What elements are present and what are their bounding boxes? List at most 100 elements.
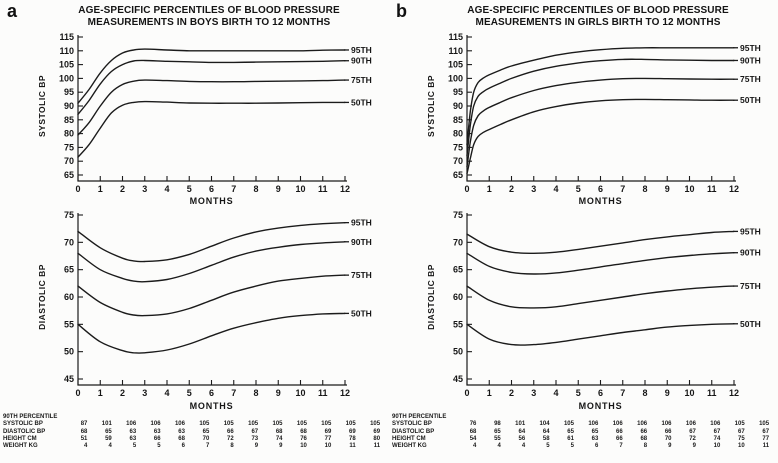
x-tick-label: 1 [487, 184, 492, 194]
y-tick-label: 70 [453, 237, 463, 247]
bp-curve-95th [77, 222, 346, 263]
table-cell: 98 [494, 421, 501, 428]
x-tick-label: 10 [684, 388, 694, 398]
x-tick-label: 8 [253, 388, 258, 398]
table-cell: 67 [251, 428, 259, 435]
table-cell: 56 [518, 435, 526, 442]
table-cell: 77 [762, 435, 770, 442]
table-cell: 74 [713, 435, 721, 442]
percentile-label: 75TH [740, 281, 761, 291]
table-row: HEIGHT CM 51 59 63 66 68 70 72 73 74 76 77 78 80 [3, 436, 389, 443]
table-cell: 70 [664, 435, 672, 442]
x-tick-label: 1 [487, 388, 492, 398]
y-tick-label: 70 [64, 237, 74, 247]
y-tick-label: 75 [64, 210, 74, 220]
bp-curve-75th [77, 79, 346, 136]
bp-curve-50th [466, 98, 735, 175]
table-cell: 106 [126, 421, 137, 428]
table-cell: 63 [129, 428, 137, 435]
percentile-label: 50TH [351, 97, 372, 107]
table-cell: 10 [738, 443, 745, 450]
table-cell: 106 [710, 421, 721, 428]
panel-letter-b: b [396, 1, 407, 21]
table-cell: 10 [324, 443, 332, 450]
y-tick-label: 50 [453, 347, 463, 357]
table-cell: 105 [296, 421, 307, 428]
x-tick-label: 6 [598, 388, 603, 398]
table-cell: 105 [734, 421, 745, 428]
y-tick-label: 90 [453, 101, 463, 111]
table-cell: 5 [570, 443, 574, 450]
table-cell: 101 [515, 421, 526, 428]
x-tick-label: 7 [620, 388, 625, 398]
bp-curve-50th [77, 100, 346, 158]
table-cell: 66 [227, 428, 234, 435]
panel-letter-a: a [7, 1, 18, 21]
table-cell: 64 [542, 428, 550, 435]
x-tick-label: 7 [231, 184, 236, 194]
y-tick-label: 45 [64, 374, 74, 384]
table-cell: 105 [248, 421, 259, 428]
y-tick-label: 85 [64, 115, 74, 125]
table-cell: 101 [101, 421, 112, 428]
x-tick-label: 0 [75, 388, 80, 398]
table-header-label: 90TH PERCENTILE [3, 414, 58, 420]
table-cell: 65 [494, 428, 501, 435]
table-cell: 59 [105, 435, 112, 442]
percentile-label: 75TH [740, 74, 761, 84]
y-tick-label: 60 [453, 292, 463, 302]
x-tick-label: 4 [164, 184, 169, 194]
table-cell: 61 [567, 435, 574, 442]
table-cell: 106 [150, 421, 161, 428]
y-axis-title: SYSTOLIC BP [426, 75, 436, 137]
table-cell: 105 [370, 421, 381, 428]
x-tick-label: 6 [209, 388, 214, 398]
percentile-table-girls: 90TH PERCENTILE SYSTOLIC BP 76 98 101 104 105 1… [392, 414, 778, 450]
table-header-row: 90TH PERCENTILE [392, 414, 778, 421]
y-tick-label: 110 [448, 46, 463, 56]
y-tick-label: 65 [64, 170, 74, 180]
row-label: WEIGHT KG [3, 443, 38, 450]
table-cell: 68 [275, 428, 283, 435]
table-cell: 87 [80, 421, 88, 428]
table-cell: 8 [643, 443, 648, 450]
x-tick-label: 8 [642, 388, 647, 398]
bp-curve-95th [77, 48, 346, 104]
table-cell: 67 [762, 428, 770, 435]
table-cell: 73 [251, 435, 259, 442]
x-tick-label: 7 [620, 184, 625, 194]
x-tick-label: 5 [576, 184, 581, 194]
table-cell: 106 [174, 421, 185, 428]
table-cell: 64 [518, 428, 526, 435]
row-label: HEIGHT CM [3, 435, 37, 442]
table-cell: 70 [202, 435, 210, 442]
panel-title-boys: AGE-SPECIFIC PERCENTILES OF BLOOD PRESSU… [52, 5, 366, 28]
x-tick-label: 12 [729, 184, 739, 194]
table-cell: 69 [349, 428, 356, 435]
table-cell: 7 [619, 443, 623, 450]
bp-curve-50th [77, 312, 346, 354]
table-row: DIASTOLIC BP 68 65 64 64 65 65 66 66 66 67 67 67 67 [392, 429, 778, 436]
table-cell: 69 [373, 428, 381, 435]
table-cell: 68 [300, 428, 307, 435]
table-row: SYSTOLIC BP 76 98 101 104 105 106 106 106 106 106 1… [392, 421, 778, 428]
table-cell: 63 [129, 435, 137, 442]
table-cell: 105 [345, 421, 356, 428]
y-tick-label: 115 [448, 32, 463, 42]
x-tick-label: 0 [464, 388, 469, 398]
y-tick-label: 80 [64, 129, 74, 139]
bp-curve-75th [466, 77, 735, 168]
table-cell: 6 [181, 443, 185, 450]
table-cell: 106 [637, 421, 648, 428]
x-tick-label: 9 [276, 388, 281, 398]
table-cell: 75 [738, 435, 745, 442]
table-cell: 78 [349, 435, 356, 442]
table-cell: 74 [275, 435, 283, 442]
panel-girls: b AGE-SPECIFIC PERCENTILES OF BLOOD PRES… [389, 0, 778, 450]
table-cell: 65 [202, 428, 210, 435]
percentile-label: 50TH [740, 95, 761, 105]
table-cell: 66 [153, 435, 161, 442]
x-tick-label: 10 [295, 388, 305, 398]
y-tick-label: 100 [448, 73, 463, 83]
x-tick-label: 11 [318, 388, 328, 398]
